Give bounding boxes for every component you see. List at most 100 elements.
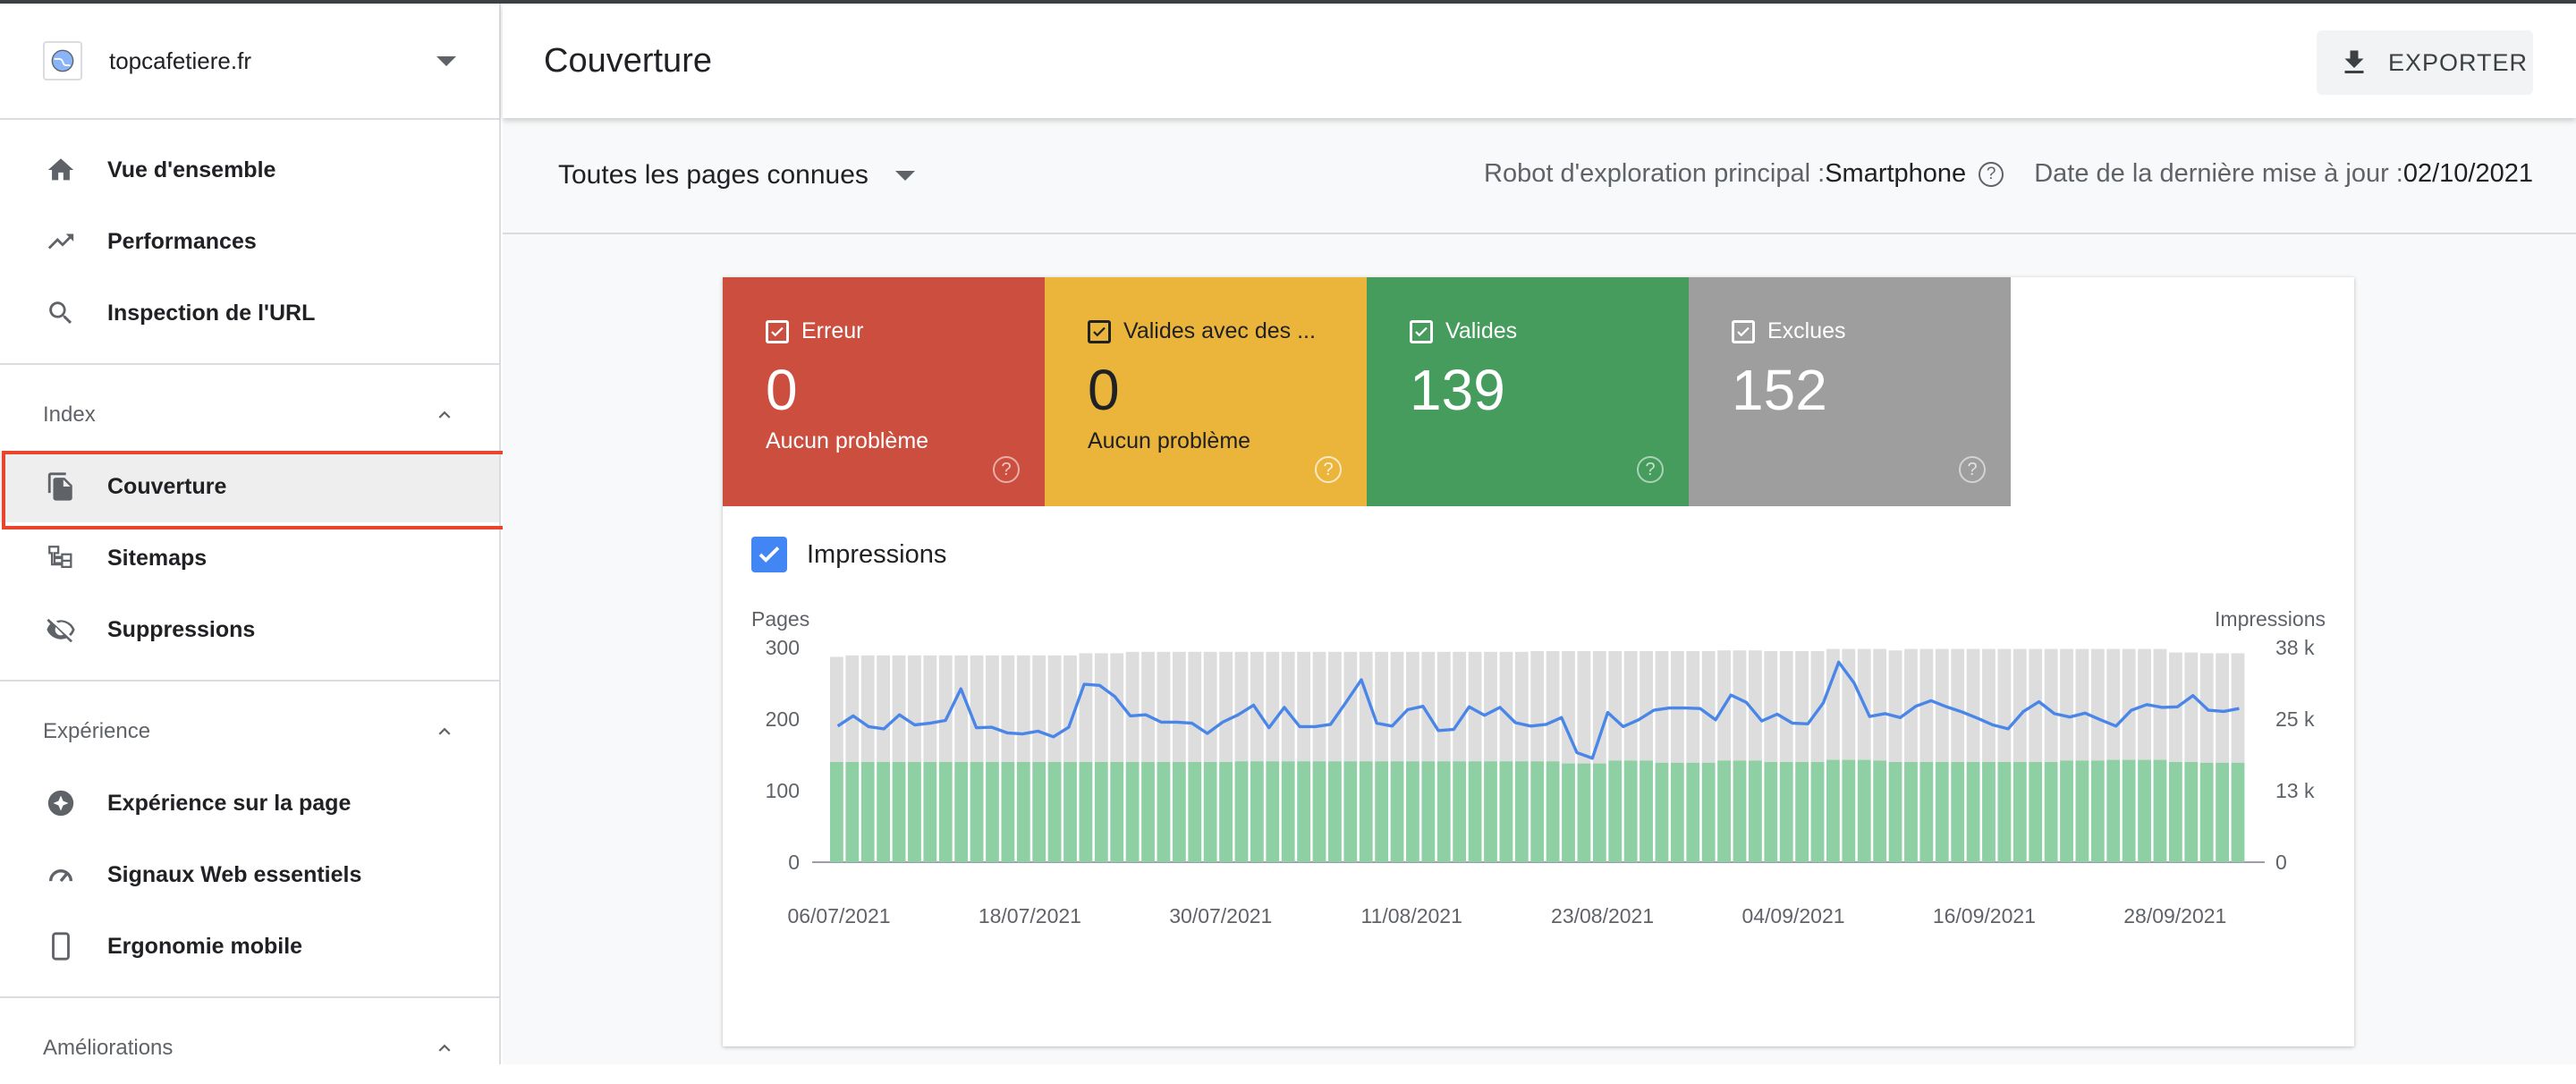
tile-valid-with-warnings[interactable]: Valides avec des ... 0 Aucun problème ? xyxy=(1045,277,1367,506)
bar-excluded xyxy=(1032,655,1046,762)
bar-excluded xyxy=(908,655,921,762)
help-icon[interactable]: ? xyxy=(993,456,1020,483)
bar-excluded xyxy=(1390,651,1404,762)
bar-valid xyxy=(1562,763,1575,862)
section-header-index[interactable]: Index xyxy=(0,379,499,451)
bar-valid xyxy=(1110,762,1124,862)
sidebar-item-coverage[interactable]: Couverture xyxy=(0,451,508,529)
bar-excluded xyxy=(1094,653,1108,762)
tile-excluded[interactable]: Exclues 152 ? xyxy=(1689,277,2011,506)
bar-excluded xyxy=(1779,651,1793,762)
bar-excluded xyxy=(1312,651,1326,762)
checkbox-icon[interactable] xyxy=(1732,319,1755,343)
tile-label: Exclues xyxy=(1767,318,1846,343)
help-icon[interactable]: ? xyxy=(1637,456,1664,483)
bar-excluded xyxy=(1546,651,1560,762)
bar-valid xyxy=(1032,762,1046,862)
checkbox-icon[interactable] xyxy=(766,319,789,343)
sidebar-item-url-inspection[interactable]: Inspection de l'URL xyxy=(0,277,499,349)
bar-valid xyxy=(1390,761,1404,862)
bar-excluded xyxy=(1764,651,1778,762)
star-badge-icon xyxy=(43,785,79,821)
help-icon[interactable]: ? xyxy=(1315,456,1342,483)
sidebar-item-label: Performances xyxy=(107,228,257,254)
left-axis-title: Pages xyxy=(751,607,809,631)
tile-error[interactable]: Erreur 0 Aucun problème ? xyxy=(723,277,1045,506)
bar-valid xyxy=(970,762,984,862)
sidebar-item-removals[interactable]: Suppressions xyxy=(0,594,499,665)
globe-icon xyxy=(43,41,82,80)
x-tick-label: 06/07/2021 xyxy=(787,904,890,927)
sidebar-item-page-experience[interactable]: Expérience sur la page xyxy=(0,767,499,839)
x-tick-label: 28/09/2021 xyxy=(2123,904,2226,927)
export-button[interactable]: EXPORTER xyxy=(2317,30,2533,95)
bar-valid xyxy=(2184,762,2199,862)
bar-excluded xyxy=(1468,651,1482,762)
pages-filter-dropdown[interactable]: Toutes les pages connues xyxy=(558,160,915,191)
right-tick-label: 38 k xyxy=(2275,636,2315,659)
tile-label: Valides avec des ... xyxy=(1123,318,1316,343)
smartphone-icon xyxy=(43,928,79,964)
bar-valid xyxy=(986,762,999,862)
tile-value: 139 xyxy=(1410,358,1505,422)
bar-valid xyxy=(830,762,843,862)
help-icon[interactable]: ? xyxy=(1979,161,2004,187)
sidebar-item-label: Couverture xyxy=(107,473,227,499)
bar-excluded xyxy=(1919,648,1934,762)
bar-valid xyxy=(1421,761,1436,862)
bar-excluded xyxy=(1577,651,1591,764)
eye-off-icon xyxy=(43,612,79,648)
checkbox-icon[interactable] xyxy=(1088,319,1111,343)
bar-excluded xyxy=(1203,651,1217,762)
section-header-improvements[interactable]: Améliorations xyxy=(0,1012,499,1084)
x-tick-label: 23/08/2021 xyxy=(1551,904,1654,927)
bar-valid xyxy=(1484,761,1497,862)
tile-valid[interactable]: Valides 139 ? xyxy=(1367,277,1689,506)
bar-excluded xyxy=(877,655,891,762)
bar-valid xyxy=(1577,763,1591,862)
bar-valid xyxy=(1297,761,1311,862)
trending-up-icon xyxy=(43,224,79,259)
speedometer-icon xyxy=(43,857,79,893)
bar-excluded xyxy=(1406,651,1419,762)
updated-value: 02/10/2021 xyxy=(2402,159,2533,188)
export-label: EXPORTER xyxy=(2388,48,2529,76)
tile-subtext: Aucun problème xyxy=(1088,428,1251,453)
bar-excluded xyxy=(1608,651,1623,761)
impressions-toggle[interactable]: Impressions xyxy=(751,537,946,572)
property-selector[interactable]: topcafetiere.fr xyxy=(0,4,499,120)
bar-valid xyxy=(1686,762,1700,862)
checkbox-icon[interactable] xyxy=(1410,319,1433,343)
section-title: Expérience xyxy=(43,719,151,743)
sidebar-item-sitemaps[interactable]: Sitemaps xyxy=(0,522,499,594)
bar-excluded xyxy=(1810,651,1825,762)
bar-valid xyxy=(938,762,953,862)
bar-valid xyxy=(2090,760,2105,862)
impressions-label: Impressions xyxy=(807,539,947,569)
bar-excluded xyxy=(1063,655,1077,762)
status-tiles: Erreur 0 Aucun problème ? Valides avec d… xyxy=(723,277,2354,506)
sidebar-item-mobile-usability[interactable]: Ergonomie mobile xyxy=(0,910,499,982)
sidebar-item-performance[interactable]: Performances xyxy=(0,206,499,277)
bar-valid xyxy=(1499,761,1513,862)
sidebar-item-core-web-vitals[interactable]: Signaux Web essentiels xyxy=(0,839,499,910)
checkbox-checked-icon[interactable] xyxy=(751,537,787,572)
crawler-info: Robot d'exploration principal : Smartpho… xyxy=(1484,159,2533,189)
bar-valid xyxy=(2231,762,2245,862)
bar-valid xyxy=(1281,761,1295,862)
bar-valid xyxy=(1919,762,1934,862)
sidebar-item-overview[interactable]: Vue d'ensemble xyxy=(0,134,499,206)
left-tick-label: 300 xyxy=(766,636,800,659)
bar-valid xyxy=(954,762,969,862)
bar-valid xyxy=(2122,759,2136,862)
bar-excluded xyxy=(1997,648,2012,762)
bar-valid xyxy=(1063,762,1077,862)
help-icon[interactable]: ? xyxy=(1959,456,1986,483)
page-header: Couverture EXPORTER xyxy=(503,4,2576,118)
section-header-experience[interactable]: Expérience xyxy=(0,696,499,767)
nav-experience-section: Expérience Expérience sur la page Signau… xyxy=(0,682,499,998)
bar-excluded xyxy=(830,656,843,762)
bar-valid xyxy=(1436,761,1451,862)
bar-valid xyxy=(2075,760,2089,862)
chevron-down-icon[interactable] xyxy=(436,55,456,66)
